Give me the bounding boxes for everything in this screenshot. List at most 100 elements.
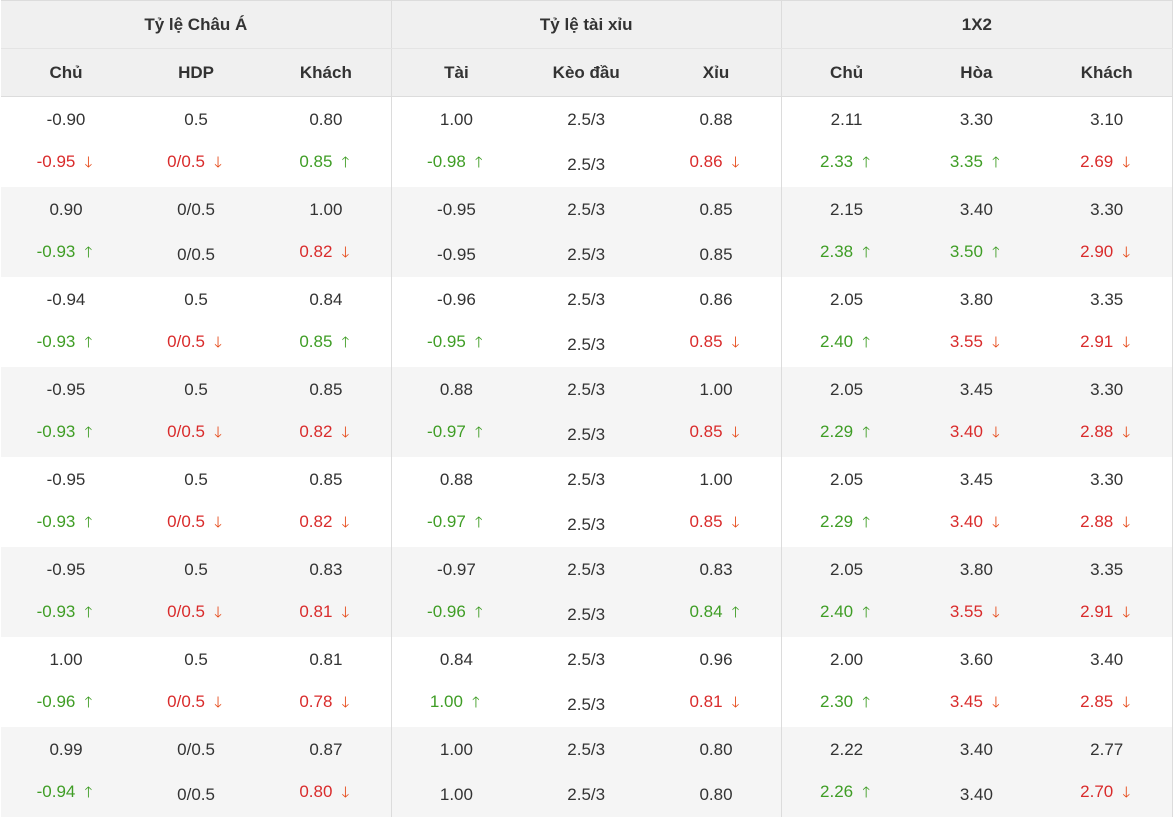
initial-x12-draw-cell: 3.45 — [911, 367, 1042, 412]
odds-value: -0.93 — [36, 242, 76, 261]
initial-asian-home-cell: -0.94 — [1, 277, 132, 322]
current-x12-home-cell: 2.38 🡑 — [781, 232, 912, 277]
arrow-up-icon: 🡑 — [474, 334, 483, 351]
odds-value: -0.93 — [36, 602, 76, 621]
initial-asian-away-cell: 0.85 — [261, 367, 392, 412]
current-odds-row: -0.96 🡑 0/0.5 🡓 0.78 🡓 1.00 🡑 2.5/3 0.81 🡓 2.30 🡑 3.4… — [1, 682, 1174, 727]
initial-asian-home-cell: 0.90 — [1, 187, 132, 232]
current-x12-draw-cell: 3.35 🡑 — [911, 142, 1042, 187]
odds-value: 0.85 — [689, 332, 723, 351]
initial-odds-row: 1.00 0.5 0.81 0.84 2.5/3 0.96 2.00 3.60 3.40 — [1, 637, 1174, 682]
current-asian-away-cell: 0.85 🡑 — [261, 322, 392, 367]
current-x12-draw-cell: 3.55 🡓 — [911, 592, 1042, 637]
arrow-down-icon: 🡓 — [731, 694, 740, 711]
current-x12-home-cell: 2.40 🡑 — [781, 322, 912, 367]
arrow-down-icon: 🡓 — [731, 154, 740, 171]
current-x12-away-cell: 2.90 🡓 — [1041, 232, 1174, 277]
odds-value: 0/0.5 — [167, 602, 205, 621]
initial-x12-home-cell: 2.11 — [781, 96, 912, 142]
arrow-down-icon: 🡓 — [1122, 334, 1131, 351]
current-line-cell: 2.5/3 — [521, 502, 652, 547]
odds-value: 0.86 — [689, 152, 723, 171]
current-under-cell: 0.86 🡓 — [651, 142, 782, 187]
current-x12-away-cell: 2.91 🡓 — [1041, 592, 1174, 637]
current-under-cell: 0.84 🡑 — [651, 592, 782, 637]
current-x12-home-cell: 2.29 🡑 — [781, 502, 912, 547]
initial-line-cell: 2.5/3 — [521, 367, 652, 412]
current-asian-away-cell: 0.82 🡓 — [261, 502, 392, 547]
odds-value: 0.82 — [299, 242, 333, 261]
arrow-up-icon: 🡑 — [862, 604, 871, 621]
arrow-up-icon: 🡑 — [84, 424, 93, 441]
current-asian-hdp-cell: 0/0.5 🡓 — [131, 592, 262, 637]
initial-odds-row: 0.99 0/0.5 0.87 1.00 2.5/3 0.80 2.22 3.40 2.77 — [1, 727, 1174, 772]
current-x12-draw-cell: 3.50 🡑 — [911, 232, 1042, 277]
initial-x12-draw-cell: 3.60 — [911, 637, 1042, 682]
current-line-cell: 2.5/3 — [521, 682, 652, 727]
arrow-up-icon: 🡑 — [474, 424, 483, 441]
arrow-up-icon: 🡑 — [84, 514, 93, 531]
odds-value: 0.82 — [299, 512, 333, 531]
initial-over-cell: 1.00 — [391, 727, 522, 772]
odds-value: 0/0.5 — [167, 512, 205, 531]
odds-value: -0.94 — [36, 782, 76, 801]
current-x12-home-cell: 2.29 🡑 — [781, 412, 912, 457]
col-line: Kèo đầu — [521, 48, 652, 97]
col-over: Tài — [391, 48, 522, 97]
current-under-cell: 0.85 🡓 — [651, 502, 782, 547]
arrow-down-icon: 🡓 — [214, 514, 222, 531]
odds-value: 2.40 — [820, 602, 854, 621]
odds-value: -0.97 — [427, 422, 466, 441]
initial-odds-row: -0.95 0.5 0.83 -0.97 2.5/3 0.83 2.05 3.80 3.35 — [1, 547, 1174, 592]
current-odds-row: -0.93 🡑 0/0.5 🡓 0.81 🡓 -0.96 🡑 2.5/3 0.84 🡑 2.40 🡑 3.… — [1, 592, 1174, 637]
arrow-up-icon: 🡑 — [474, 514, 483, 531]
initial-asian-away-cell: 0.83 — [261, 547, 392, 592]
odds-value: 3.40 — [949, 422, 983, 441]
arrow-down-icon: 🡓 — [1122, 694, 1131, 711]
initial-asian-hdp-cell: 0.5 — [131, 96, 262, 142]
odds-value: -0.93 — [36, 512, 76, 531]
initial-over-cell: 0.88 — [391, 367, 522, 412]
odds-value: 3.50 — [949, 242, 983, 261]
odds-value: 0.82 — [299, 422, 333, 441]
odds-value: 2.30 — [820, 692, 854, 711]
odds-value: 2.5/3 — [567, 154, 606, 174]
arrow-down-icon: 🡓 — [341, 424, 350, 441]
arrow-down-icon: 🡓 — [84, 154, 93, 171]
initial-x12-away-cell: 2.77 — [1041, 727, 1174, 772]
group-asian-handicap: Tỷ lệ Châu Á — [1, 0, 392, 49]
current-x12-home-cell: 2.40 🡑 — [781, 592, 912, 637]
initial-over-cell: -0.97 — [391, 547, 522, 592]
initial-asian-hdp-cell: 0.5 — [131, 277, 262, 322]
arrow-down-icon: 🡓 — [992, 334, 1000, 351]
arrow-up-icon: 🡑 — [992, 154, 1000, 171]
col-1x2-draw: Hòa — [911, 48, 1042, 97]
arrow-up-icon: 🡑 — [84, 604, 93, 621]
current-over-cell: -0.95 🡑 — [391, 322, 522, 367]
current-over-cell: -0.97 🡑 — [391, 502, 522, 547]
odds-value: 1.00 — [429, 692, 463, 711]
arrow-down-icon: 🡓 — [214, 424, 222, 441]
current-under-cell: 0.85 🡓 — [651, 412, 782, 457]
initial-odds-row: -0.95 0.5 0.85 0.88 2.5/3 1.00 2.05 3.45 3.30 — [1, 457, 1174, 502]
column-header-row: Chủ HDP Khách Tài Kèo đầu Xỉu Chủ Hòa Kh… — [1, 48, 1174, 97]
current-odds-row: -0.93 🡑 0/0.5 🡓 0.85 🡑 -0.95 🡑 2.5/3 0.85 🡓 2.40 🡑 3.… — [1, 322, 1174, 367]
initial-line-cell: 2.5/3 — [521, 637, 652, 682]
odds-value: 0.85 — [689, 422, 723, 441]
initial-x12-home-cell: 2.00 — [781, 637, 912, 682]
current-asian-away-cell: 0.82 🡓 — [261, 232, 392, 277]
current-asian-away-cell: 0.80 🡓 — [261, 772, 392, 817]
initial-x12-away-cell: 3.30 — [1041, 367, 1174, 412]
initial-x12-draw-cell: 3.30 — [911, 96, 1042, 142]
odds-value: 0.85 — [299, 332, 333, 351]
odds-value: 0.85 — [689, 512, 723, 531]
odds-value: 2.26 — [820, 782, 854, 801]
initial-asian-hdp-cell: 0.5 — [131, 367, 262, 412]
initial-x12-home-cell: 2.22 — [781, 727, 912, 772]
current-x12-draw-cell: 3.55 🡓 — [911, 322, 1042, 367]
initial-odds-row: -0.95 0.5 0.85 0.88 2.5/3 1.00 2.05 3.45 3.30 — [1, 367, 1174, 412]
current-line-cell: 2.5/3 — [521, 322, 652, 367]
current-odds-row: -0.93 🡑 0/0.5 🡓 0.82 🡓 -0.97 🡑 2.5/3 0.85 🡓 2.29 🡑 3.… — [1, 412, 1174, 457]
current-under-cell: 0.80 — [651, 772, 782, 817]
current-asian-away-cell: 0.82 🡓 — [261, 412, 392, 457]
